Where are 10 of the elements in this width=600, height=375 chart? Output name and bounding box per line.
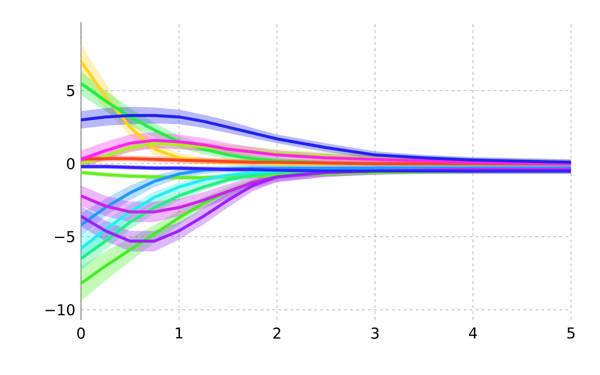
x-tick-label: 3	[371, 328, 379, 339]
y-tick-label: 0	[66, 158, 74, 170]
x-tick-label: 5	[567, 328, 574, 339]
x-tick-label: 0	[77, 328, 85, 339]
y-tick-label: 5	[67, 85, 74, 96]
y-tick-label: −5	[55, 231, 74, 242]
x-tick-label: 1	[176, 328, 182, 338]
x-tick-label: 2	[273, 328, 280, 339]
y-tick-label: −10	[46, 304, 74, 316]
x-tick-label: 4	[468, 328, 477, 338]
